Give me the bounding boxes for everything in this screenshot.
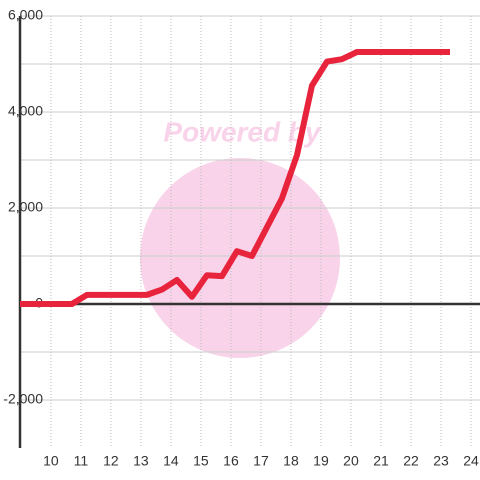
x-tick-label: 14 — [163, 453, 179, 469]
x-tick-label: 13 — [133, 453, 149, 469]
x-tick-label: 23 — [433, 453, 449, 469]
x-tick-label: 12 — [103, 453, 119, 469]
x-tick-label: 18 — [283, 453, 299, 469]
y-tick-label: -2,000 — [3, 391, 43, 407]
x-tick-label: 19 — [313, 453, 329, 469]
x-tick-label: 24 — [463, 453, 479, 469]
y-tick-label: 4,000 — [8, 103, 43, 119]
watermark-logo — [140, 158, 340, 358]
x-tick-label: 22 — [403, 453, 419, 469]
x-tick-label: 11 — [74, 453, 89, 469]
x-tick-label: 15 — [193, 453, 209, 469]
x-tick-label: 10 — [43, 453, 59, 469]
x-tick-label: 21 — [373, 453, 389, 469]
x-tick-label: 17 — [253, 453, 269, 469]
line — [20, 49, 450, 307]
x-tick-label: 20 — [343, 453, 359, 469]
y-tick-label: 6,000 — [8, 7, 43, 23]
y-tick-label: 2,000 — [8, 199, 43, 215]
x-tick-label: 16 — [223, 453, 239, 469]
watermark: Powered by — [163, 116, 322, 147]
